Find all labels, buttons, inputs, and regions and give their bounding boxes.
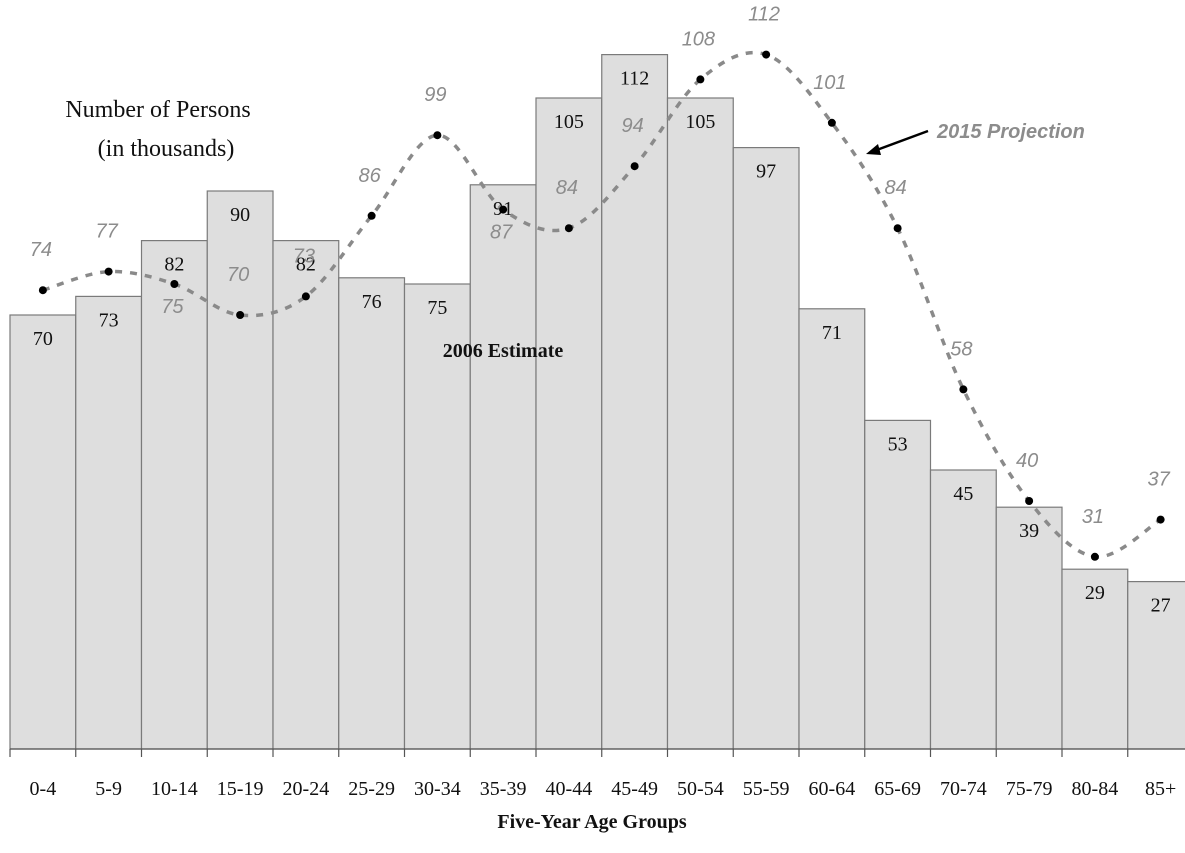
projection-value-label: 37 bbox=[1148, 469, 1171, 491]
bar-value-label: 27 bbox=[1151, 595, 1171, 617]
projection-point bbox=[1156, 515, 1165, 524]
projection-point bbox=[762, 50, 771, 59]
bar-25-29 bbox=[338, 277, 406, 750]
projection-value-label: 74 bbox=[30, 239, 52, 261]
bar-value-label: 70 bbox=[33, 328, 53, 350]
x-tick-label: 40-44 bbox=[546, 778, 593, 800]
y-axis-label: Number of Persons bbox=[65, 97, 250, 123]
projection-point bbox=[630, 162, 639, 171]
projection-point bbox=[499, 205, 508, 214]
projection-point bbox=[301, 292, 310, 301]
projection-value-label: 84 bbox=[885, 177, 907, 199]
projection-point bbox=[433, 131, 442, 140]
projection-value-label: 112 bbox=[748, 4, 780, 26]
projection-value-label: 99 bbox=[424, 84, 446, 106]
x-tick-label: 35-39 bbox=[480, 778, 527, 800]
bars-layer bbox=[9, 53, 1185, 750]
projection-value-label: 75 bbox=[161, 296, 184, 318]
x-tick-label: 70-74 bbox=[940, 778, 987, 800]
projection-point bbox=[367, 211, 376, 220]
projection-point bbox=[38, 286, 47, 295]
x-tick-label: 5-9 bbox=[95, 778, 122, 800]
x-tick-label: 65-69 bbox=[874, 778, 921, 800]
x-tick-label: 55-59 bbox=[743, 778, 790, 800]
bar-value-label: 105 bbox=[554, 111, 584, 133]
bar-value-label: 75 bbox=[427, 297, 447, 319]
projection-value-label: 101 bbox=[813, 72, 846, 94]
x-axis-label: Five-Year Age Groups bbox=[497, 811, 686, 833]
bar-value-label: 45 bbox=[953, 483, 973, 505]
projection-value-label: 58 bbox=[950, 338, 972, 360]
bar-value-label: 112 bbox=[620, 68, 649, 90]
projection-point bbox=[893, 224, 902, 233]
series-label-projection: 2015 Projection bbox=[936, 121, 1085, 143]
bar-20-24 bbox=[272, 240, 340, 750]
projection-point bbox=[827, 118, 836, 127]
bar-labels-layer: 707382908276759110511210597715345392927 bbox=[33, 68, 1171, 617]
projection-value-label: 108 bbox=[682, 28, 715, 50]
bar-5-9 bbox=[75, 295, 143, 750]
x-tick-label: 45-49 bbox=[611, 778, 658, 800]
bar-80-84 bbox=[1061, 568, 1129, 750]
bar-value-label: 53 bbox=[888, 433, 908, 455]
projection-point bbox=[959, 385, 968, 394]
bar-value-label: 82 bbox=[296, 254, 316, 276]
projection-point bbox=[170, 280, 179, 288]
x-axis: 0-4 5-9 10-14 15-19 20-24 25-29 30-34 35-39 40-4… bbox=[9, 748, 1185, 800]
bar-value-label: 90 bbox=[230, 204, 250, 226]
x-tick-label: 75-79 bbox=[1006, 778, 1053, 800]
x-tick-label: 60-64 bbox=[809, 778, 856, 800]
bar-60-64 bbox=[798, 308, 866, 750]
bar-10-14 bbox=[140, 240, 208, 750]
projection-value-label: 94 bbox=[622, 115, 644, 137]
bar-15-19 bbox=[206, 190, 274, 750]
x-tick-label: 15-19 bbox=[217, 778, 264, 800]
bar-value-label: 73 bbox=[99, 309, 119, 331]
bar-35-39 bbox=[469, 184, 537, 750]
projection-point bbox=[564, 224, 573, 233]
projection-point bbox=[236, 311, 245, 319]
x-tick-label: 25-29 bbox=[348, 778, 395, 800]
bar-55-59 bbox=[732, 147, 800, 750]
projection-value-label: 70 bbox=[227, 264, 249, 286]
series-label-estimate: 2006 Estimate bbox=[443, 340, 564, 362]
bar-value-label: 29 bbox=[1085, 582, 1105, 604]
bar-85+ bbox=[1127, 580, 1185, 750]
x-tick-label: 50-54 bbox=[677, 778, 724, 800]
bar-50-54 bbox=[666, 97, 734, 750]
x-tick-label: 10-14 bbox=[151, 778, 198, 800]
bar-value-label: 39 bbox=[1019, 520, 1039, 542]
projection-value-label: 73 bbox=[293, 245, 315, 267]
bar-45-49 bbox=[601, 53, 669, 750]
projection-point bbox=[1025, 497, 1034, 505]
projection-point bbox=[1090, 552, 1099, 561]
x-tick-label: 80-84 bbox=[1072, 778, 1119, 800]
bar-value-label: 82 bbox=[164, 254, 184, 276]
bar-70-74 bbox=[929, 469, 997, 750]
projection-value-label: 31 bbox=[1082, 506, 1104, 528]
bar-0-4 bbox=[9, 314, 77, 750]
y-axis-sublabel: (in thousands) bbox=[98, 136, 235, 162]
projection-point bbox=[104, 267, 113, 276]
bar-value-label: 76 bbox=[362, 291, 382, 313]
bar-value-label: 105 bbox=[685, 111, 715, 133]
bar-75-79 bbox=[995, 506, 1063, 750]
projection-layer: 74 77 75 70 73 86 99 87 84 94 108 112 101 84 58 40 31 37 bbox=[30, 4, 1171, 561]
x-tick-label: 20-24 bbox=[283, 778, 330, 800]
projection-value-label: 87 bbox=[490, 222, 513, 244]
projection-arrow bbox=[866, 129, 929, 155]
x-tick-label: 30-34 bbox=[414, 778, 461, 800]
projection-value-label: 86 bbox=[359, 165, 382, 187]
projection-value-label: 40 bbox=[1016, 450, 1038, 472]
bar-65-69 bbox=[864, 419, 932, 750]
projection-value-label: 84 bbox=[556, 177, 578, 199]
x-tick-label: 0-4 bbox=[30, 778, 57, 800]
x-tick-label: 85+ bbox=[1145, 778, 1176, 800]
projection-point bbox=[696, 75, 705, 84]
bar-value-label: 71 bbox=[822, 322, 842, 344]
bar-value-label: 97 bbox=[756, 161, 776, 183]
projection-value-label: 77 bbox=[96, 221, 119, 243]
